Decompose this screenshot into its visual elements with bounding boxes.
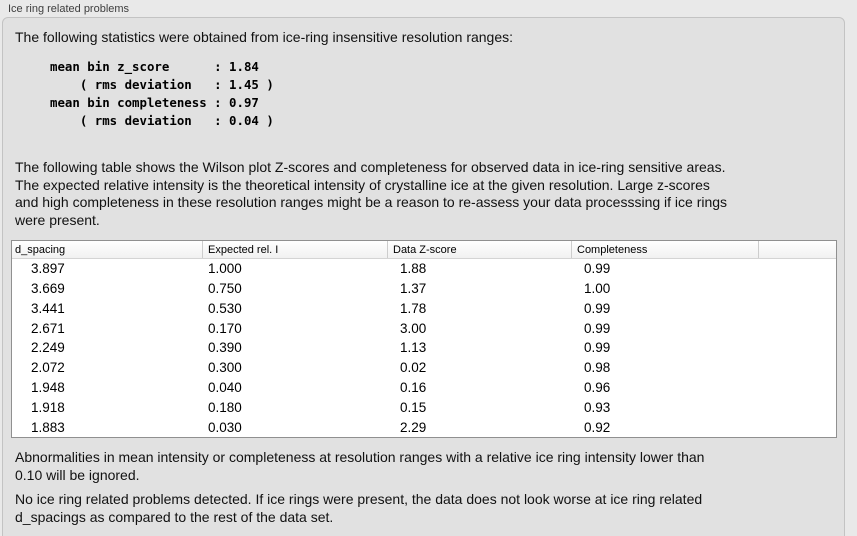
column-header-completeness: Completeness [572, 241, 759, 258]
table-cell: 0.93 [584, 399, 611, 415]
table-cell-empty [759, 397, 836, 417]
table-cell: 2.671 [31, 320, 65, 336]
table-cell-empty [759, 299, 836, 319]
table-cell: 1.13 [400, 340, 427, 356]
panel-title: Ice ring related problems [8, 3, 130, 15]
table-cell: 3.441 [31, 300, 65, 316]
ignore-note: Abnormalities in mean intensity or compl… [15, 449, 705, 483]
intro-text: The following statistics were obtained f… [15, 29, 514, 45]
table-cell: 0.98 [584, 360, 611, 376]
table-cell: 0.390 [208, 340, 242, 356]
table-cell: 1.37 [400, 281, 427, 297]
table-cell: 1.000 [208, 261, 242, 277]
table-row[interactable]: 2.249 0.390 1.13 0.99 [12, 338, 836, 358]
table-row[interactable]: 2.671 0.170 3.00 0.99 [12, 318, 836, 338]
column-header-d-spacing: d_spacing [12, 241, 203, 258]
table-cell: 0.040 [208, 379, 242, 395]
table-cell: 2.072 [31, 360, 65, 376]
table-description: The following table shows the Wilson plo… [15, 159, 728, 228]
table-row[interactable]: 3.669 0.750 1.37 1.00 [12, 279, 836, 299]
table-cell-empty [759, 259, 836, 279]
column-header-expected-rel-i: Expected rel. I [203, 241, 388, 258]
table-cell: 0.96 [584, 379, 611, 395]
table-row[interactable]: 3.441 0.530 1.78 0.99 [12, 299, 836, 319]
table-cell-empty [759, 417, 836, 437]
table-row[interactable]: 3.897 1.000 1.88 0.99 [12, 259, 836, 279]
table-cell: 0.030 [208, 419, 242, 435]
column-header-empty [759, 241, 836, 258]
ice-table-rows: 3.897 1.000 1.88 0.99 3.669 0.750 1.37 1.00 3.44… [12, 259, 836, 437]
table-cell: 0.92 [584, 419, 611, 435]
table-cell: 2.249 [31, 340, 65, 356]
table-cell: 1.00 [584, 281, 611, 297]
table-row[interactable]: 2.072 0.300 0.02 0.98 [12, 358, 836, 378]
table-cell: 0.180 [208, 399, 242, 415]
table-cell-empty [759, 358, 836, 378]
table-cell: 0.99 [584, 261, 611, 277]
table-cell: 1.918 [31, 399, 65, 415]
table-cell: 2.29 [400, 419, 427, 435]
table-cell: 1.78 [400, 300, 427, 316]
table-cell: 0.170 [208, 320, 242, 336]
table-cell-empty [759, 338, 836, 358]
table-cell: 1.88 [400, 261, 427, 277]
column-header-data-z-score: Data Z-score [388, 241, 572, 258]
table-cell: 0.530 [208, 300, 242, 316]
table-cell-empty [759, 279, 836, 299]
table-cell: 1.883 [31, 419, 65, 435]
conclusion-text: No ice ring related problems detected. I… [15, 491, 703, 525]
table-cell: 0.16 [400, 379, 427, 395]
table-cell: 3.897 [31, 261, 65, 277]
table-cell: 0.300 [208, 360, 242, 376]
table-row[interactable]: 1.948 0.040 0.16 0.96 [12, 378, 836, 398]
table-cell-empty [759, 318, 836, 338]
table-cell: 0.99 [584, 300, 611, 316]
stats-block: mean bin z_score : 1.84 ( rms deviation … [50, 59, 274, 128]
table-cell: 0.02 [400, 360, 427, 376]
table-cell: 0.99 [584, 340, 611, 356]
table-header-row: d_spacing Expected rel. I Data Z-score C… [12, 241, 836, 259]
table-cell: 0.99 [584, 320, 611, 336]
ice-ring-table: d_spacing Expected rel. I Data Z-score C… [11, 240, 837, 438]
table-cell: 0.750 [208, 281, 242, 297]
table-cell: 3.669 [31, 281, 65, 297]
table-row[interactable]: 1.918 0.180 0.15 0.93 [12, 397, 836, 417]
table-cell: 1.948 [31, 379, 65, 395]
table-row[interactable]: 1.883 0.030 2.29 0.92 [12, 417, 836, 437]
table-cell: 3.00 [400, 320, 427, 336]
table-cell-empty [759, 378, 836, 398]
table-cell: 0.15 [400, 399, 427, 415]
ice-ring-panel: The following statistics were obtained f… [2, 17, 845, 536]
